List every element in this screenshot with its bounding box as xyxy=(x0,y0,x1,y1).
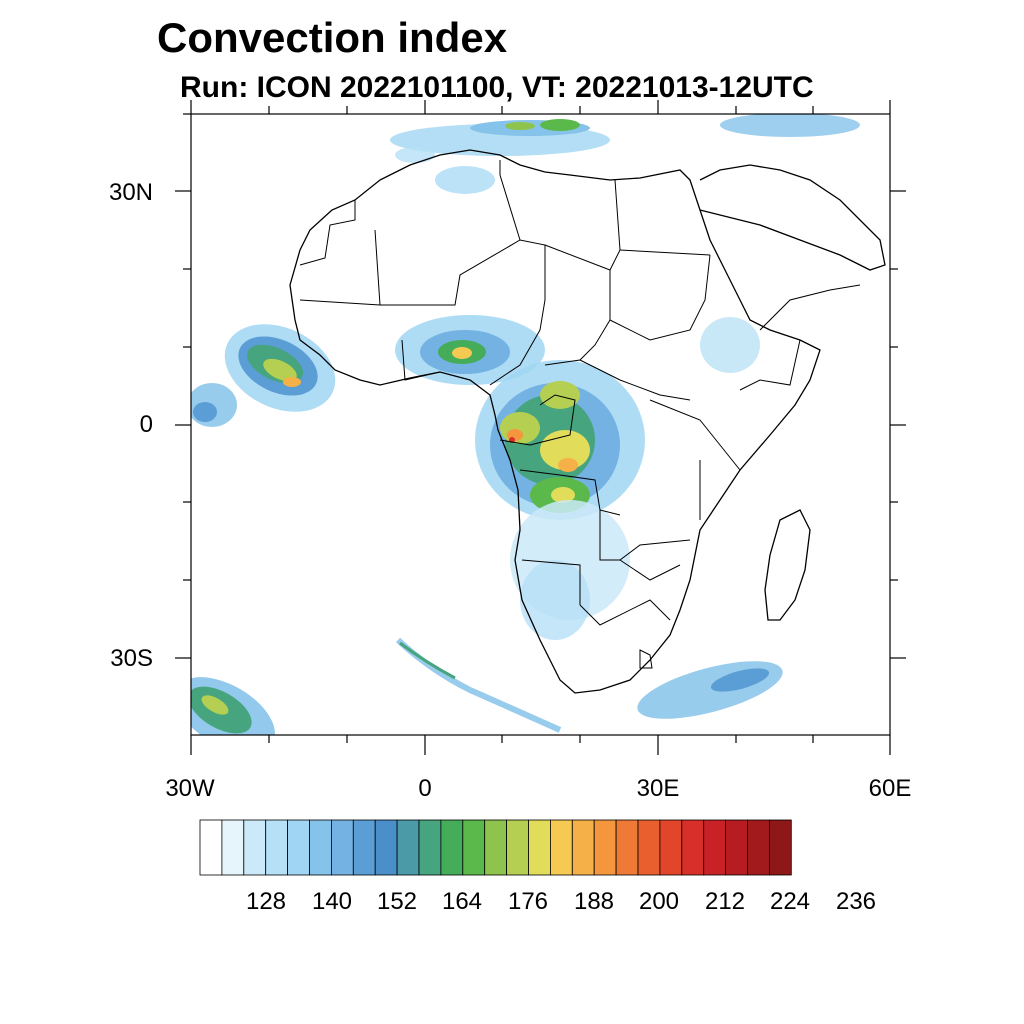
coastlines xyxy=(289,149,886,694)
colorbar-swatch xyxy=(462,819,486,876)
colorbar-swatch xyxy=(615,819,639,876)
colorbar-swatch xyxy=(703,819,727,876)
colorbar-swatch xyxy=(418,819,442,876)
colorbar-swatch xyxy=(484,819,508,876)
lon-label-0: 0 xyxy=(418,775,432,802)
convection-field xyxy=(191,114,886,735)
lon-label-60e: 60E xyxy=(868,775,912,802)
colorbar-swatch xyxy=(725,819,748,876)
colorbar-swatch xyxy=(506,819,529,876)
lon-label-30w: 30W xyxy=(165,775,215,802)
colorbar-swatch xyxy=(681,819,705,876)
colorbar-label: 152 xyxy=(376,888,418,915)
colorbar-label: 224 xyxy=(769,888,811,915)
colorbar-swatch xyxy=(330,819,354,876)
colorbar-swatch xyxy=(199,819,223,876)
lat-label-0: 0 xyxy=(139,411,153,438)
colorbar-label: 200 xyxy=(638,888,680,915)
lon-ticks xyxy=(190,100,891,755)
colorbar-swatch xyxy=(352,819,376,876)
colorbar-swatch xyxy=(221,819,245,876)
lat-label-30n: 30N xyxy=(108,179,153,206)
colorbar-label: 236 xyxy=(835,888,877,915)
colorbar-swatch xyxy=(440,819,464,876)
colorbar-label: 176 xyxy=(507,888,549,915)
lat-label-30s: 30S xyxy=(110,645,153,672)
colorbar-swatch xyxy=(769,819,792,876)
colorbar-swatch xyxy=(528,819,551,876)
colorbar-label: 188 xyxy=(573,888,615,915)
colorbar-label: 140 xyxy=(311,888,353,915)
colorbar-swatch xyxy=(309,819,332,876)
colorbar-swatch xyxy=(659,819,683,876)
country-borders xyxy=(299,160,861,669)
colorbar-swatch xyxy=(571,819,595,876)
colorbar-swatch xyxy=(287,819,310,876)
colorbar-swatch xyxy=(550,819,573,876)
lat-ticks xyxy=(175,113,906,659)
colorbar-swatch xyxy=(374,819,398,876)
colorbar-label: 128 xyxy=(245,888,287,915)
colorbar xyxy=(199,819,792,876)
colorbar-swatch xyxy=(637,819,661,876)
colorbar-swatch xyxy=(747,819,770,876)
lon-label-30e: 30E xyxy=(636,775,680,802)
colorbar-swatch xyxy=(593,819,617,876)
map-title: Convection index xyxy=(157,14,508,61)
colorbar-swatch xyxy=(265,819,289,876)
colorbar-swatch xyxy=(396,819,420,876)
colorbar-label: 212 xyxy=(704,888,746,915)
colorbar-swatch xyxy=(243,819,267,876)
map-subtitle: Run: ICON 2022101100, VT: 20221013-12UTC xyxy=(180,71,814,104)
colorbar-label: 164 xyxy=(441,888,483,915)
